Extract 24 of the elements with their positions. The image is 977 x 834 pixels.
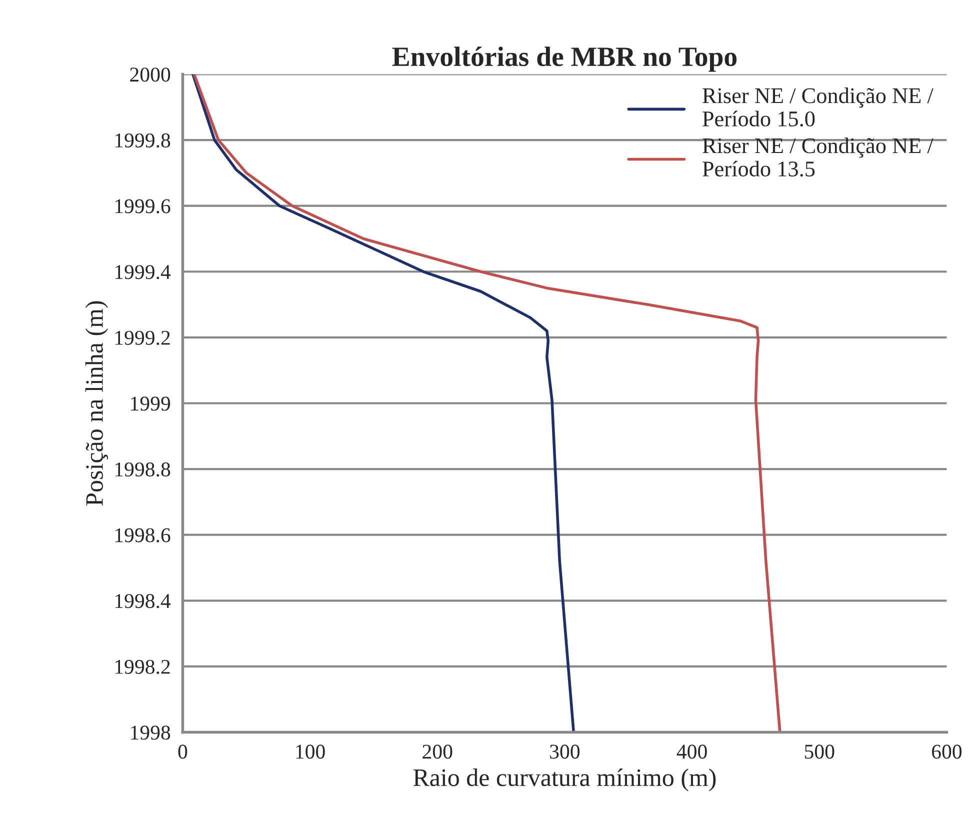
y-tick-label: 1999.6 bbox=[115, 199, 170, 214]
chart-title: Envoltórias de MBR no Topo bbox=[392, 46, 737, 72]
legend-label: Riser NE / Condição NE / Período 13.5 bbox=[702, 138, 934, 177]
y-tick-label: 1998 bbox=[131, 726, 170, 740]
x-tick-label: 500 bbox=[804, 744, 834, 759]
y-tick-label: 1999 bbox=[131, 396, 170, 411]
x-tick-label: 0 bbox=[178, 744, 188, 759]
y-axis-title: Posição na linha (m) bbox=[85, 301, 108, 506]
y-tick-label: 1998.8 bbox=[115, 462, 170, 477]
y-tick-label: 1998.4 bbox=[115, 594, 171, 608]
x-tick-label: 400 bbox=[676, 744, 707, 759]
x-axis-title: Raio de curvatura mínimo (m) bbox=[413, 768, 716, 792]
y-tick-label: 1998.6 bbox=[115, 528, 170, 542]
x-tick-label: 100 bbox=[296, 744, 325, 759]
y-tick-label: 1998.2 bbox=[115, 660, 170, 674]
x-tick-label: 600 bbox=[932, 744, 962, 759]
y-tick-label: 2000 bbox=[130, 68, 170, 82]
y-tick-label: 1999.8 bbox=[115, 133, 170, 148]
x-tick-label: 300 bbox=[550, 744, 580, 759]
x-tick-label: 200 bbox=[422, 744, 452, 759]
y-tick-label: 1999.2 bbox=[115, 330, 170, 345]
y-tick-label: 1999.4 bbox=[115, 265, 171, 280]
line-series bbox=[191, 74, 576, 732]
legend-label: Riser NE / Condição NE / Período 15.0 bbox=[702, 88, 934, 127]
